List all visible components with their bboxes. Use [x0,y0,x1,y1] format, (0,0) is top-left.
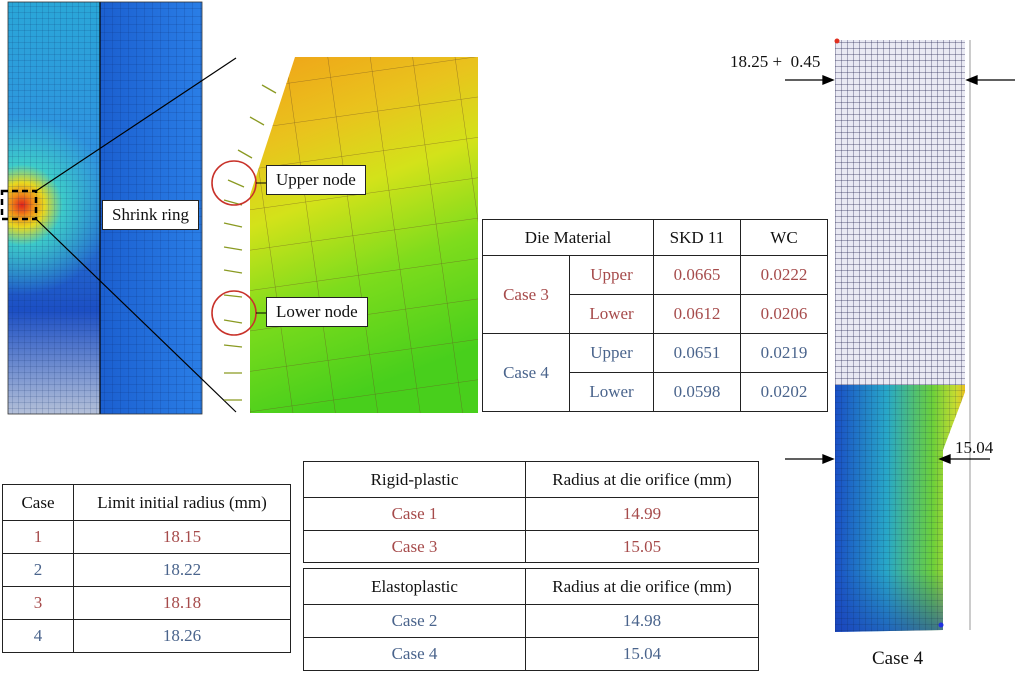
table-cell: Case 3 [303,530,526,563]
table-cell: 15.04 [525,637,759,671]
case-label: Case 4 [482,333,570,412]
table-cell: 0.0665 [653,255,741,295]
lower-node-label: Lower node [266,297,368,327]
col-rigid-plastic: Rigid-plastic [303,461,526,498]
table-cell: 0.0202 [740,372,828,412]
table-cell: 0.0612 [653,294,741,334]
node-label: Upper [569,333,654,373]
table-cell: 0.0219 [740,333,828,373]
die-material-table: Die Material SKD 11 WC Case 3 Upper 0.06… [482,219,828,412]
table-cell: 0.0222 [740,255,828,295]
table-cell: Case 1 [303,497,526,531]
col-skd11: SKD 11 [653,219,741,256]
table-cell: 0.0598 [653,372,741,412]
rigid-plastic-table: Rigid-plastic Radius at die orifice (mm)… [303,461,759,563]
table-cell: 1 [2,520,74,554]
col-elastoplastic: Elastoplastic [303,568,526,605]
case4-caption: Case 4 [872,648,924,669]
elastoplastic-table: Elastoplastic Radius at die orifice (mm)… [303,568,759,671]
node-label: Lower [569,294,654,334]
table-cell: Case 4 [303,637,526,671]
col-radius-orifice: Radius at die orifice (mm) [525,461,759,498]
table-cell: 14.98 [525,604,759,638]
shrink-ring-label: Shrink ring [102,200,199,230]
col-case: Case [2,484,74,521]
billet-mesh-case4 [785,38,1015,632]
node-label: Upper [569,255,654,295]
col-limit-radius: Limit initial radius (mm) [73,484,291,521]
zoom-region-box [0,189,38,221]
table-cell: 18.22 [73,553,291,587]
lower-node-circle [211,290,257,336]
table-cell: 4 [2,619,74,653]
table-cell: 0.0206 [740,294,828,334]
top-dimension-label: 18.25 + 0.45 [730,52,821,71]
table-cell: 15.05 [525,530,759,563]
upper-node-label: Upper node [266,165,366,195]
die-material-header: Die Material [482,219,654,256]
table-cell: 14.99 [525,497,759,531]
table-cell: 18.26 [73,619,291,653]
table-cell: 2 [2,553,74,587]
dimension-arrows [785,75,1015,464]
col-wc: WC [740,219,828,256]
table-cell: 0.0651 [653,333,741,373]
table-cell: 3 [2,586,74,620]
case-label: Case 3 [482,255,570,334]
table-cell: 18.15 [73,520,291,554]
col-radius-orifice: Radius at die orifice (mm) [525,568,759,605]
node-label: Lower [569,372,654,412]
table-cell: Case 2 [303,604,526,638]
table-cell: 18.18 [73,586,291,620]
limit-radius-table: Case Limit initial radius (mm) 1 18.15 2… [2,484,291,653]
zoomed-node-view [211,57,478,413]
orifice-dimension-label: 15.04 [955,438,994,457]
